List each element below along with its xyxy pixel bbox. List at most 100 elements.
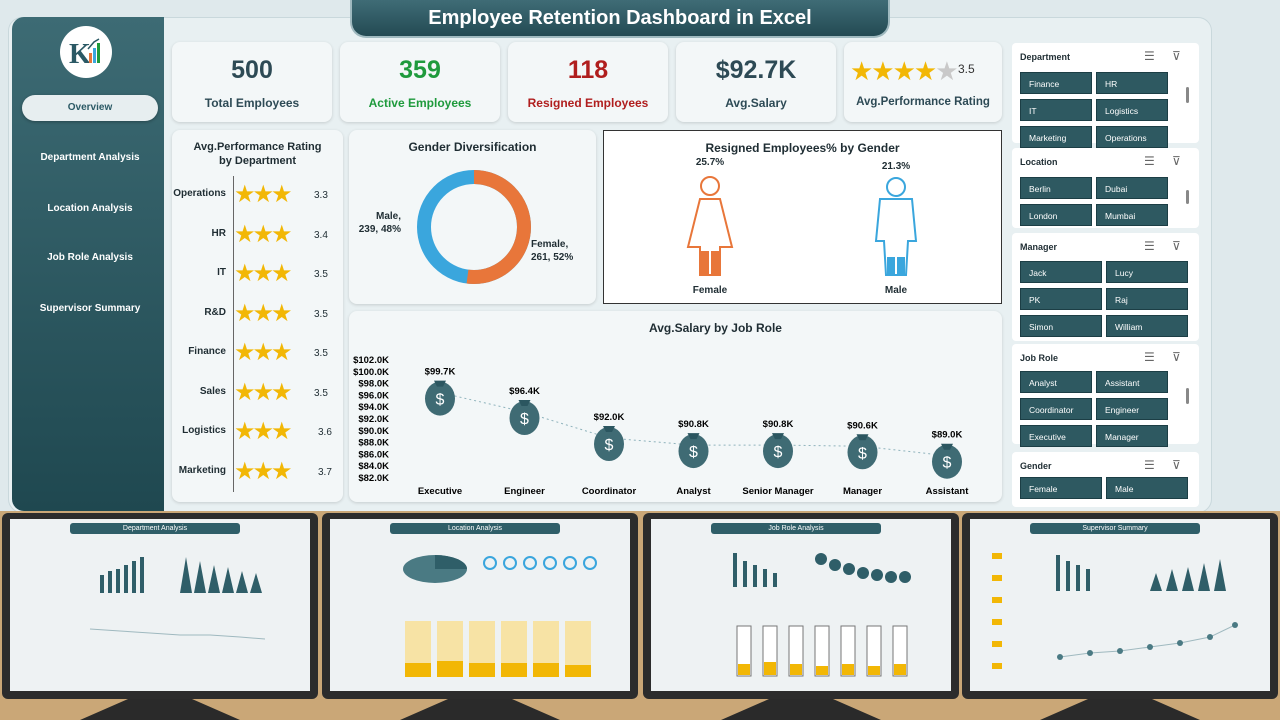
nav-department-analysis[interactable]: Department Analysis — [40, 152, 140, 163]
slicer-item[interactable]: Raj — [1106, 288, 1188, 310]
slicer-item[interactable]: Operations — [1096, 126, 1168, 148]
multi-select-icon[interactable]: ☰ — [1144, 239, 1155, 253]
multi-select-icon[interactable]: ☰ — [1144, 350, 1155, 364]
nav-supervisor-summary[interactable]: Supervisor Summary — [39, 303, 141, 314]
salary-plot: $102.0K$100.0K$98.0K$96.0K$94.0K$92.0K$9… — [353, 355, 970, 497]
nav-job-role-analysis[interactable]: Job Role Analysis — [47, 252, 133, 263]
slicer-item[interactable]: Simon — [1020, 315, 1102, 337]
rating-stars-icon: ★★★ — [234, 220, 293, 248]
money-bag-icon: $ — [847, 434, 878, 470]
data-label: $96.4K — [509, 386, 540, 397]
y-tick-label: $88.0K — [358, 438, 389, 449]
slicer-item[interactable]: Male — [1106, 477, 1188, 499]
x-category-label: Engineer — [504, 486, 545, 497]
slicer-scrollbar[interactable] — [1186, 87, 1189, 103]
slicer-title: Department — [1020, 52, 1071, 62]
slicer-item[interactable]: Logistics — [1096, 99, 1168, 121]
preview-monitor-4[interactable]: Supervisor Summary — [962, 513, 1278, 699]
resigned-by-gender-chart: Resigned Employees% by Gender 25.7% 21.3… — [603, 130, 1002, 304]
slicer-item[interactable]: Dubai — [1096, 177, 1168, 199]
slicer-item[interactable]: IT — [1020, 99, 1092, 121]
rating-value: 3.7 — [318, 466, 332, 478]
svg-text:$: $ — [436, 392, 445, 409]
y-tick-label: $82.0K — [358, 473, 389, 484]
slicer-item[interactable]: Engineer — [1096, 398, 1168, 420]
preview-title: Job Role Analysis — [711, 523, 881, 534]
kpi-resigned-employees: 118 Resigned Employees — [508, 42, 668, 122]
preview-bars — [100, 557, 262, 593]
rating-value: 3.6 — [318, 427, 332, 438]
data-label: $92.0K — [594, 412, 625, 423]
slicer-scrollbar[interactable] — [1186, 190, 1189, 204]
x-category-label: Senior Manager — [742, 486, 814, 497]
rating-stars-icon: ★★★ — [234, 418, 293, 445]
rating-stars-icon: ★★★ — [234, 299, 293, 327]
data-label: $89.0K — [932, 430, 963, 441]
female-data-label: Female, 261, 52% — [531, 239, 574, 263]
preview-bars — [733, 553, 911, 587]
svg-text:$: $ — [520, 411, 529, 428]
svg-text:$: $ — [774, 444, 783, 461]
preview-title: Department Analysis — [70, 523, 240, 534]
slicer-item[interactable]: Executive — [1020, 425, 1092, 447]
slicer-scrollbar[interactable] — [1186, 388, 1189, 404]
slicer-item[interactable]: Jack — [1020, 261, 1102, 283]
preview-monitor-1[interactable]: Department Analysis — [2, 513, 318, 699]
svg-text:$: $ — [858, 445, 867, 462]
slicer-item[interactable]: Berlin — [1020, 177, 1092, 199]
department-label: Finance — [188, 346, 226, 357]
y-tick-label: $92.0K — [358, 414, 389, 425]
nav-location-analysis[interactable]: Location Analysis — [47, 203, 133, 214]
preview-bars — [405, 621, 591, 677]
slicer-item[interactable]: HR — [1096, 72, 1168, 94]
slicer-item[interactable]: Coordinator — [1020, 398, 1092, 420]
multi-select-icon[interactable]: ☰ — [1144, 49, 1155, 63]
clear-filter-icon[interactable]: ⊽ — [1172, 239, 1181, 253]
multi-select-icon[interactable]: ☰ — [1144, 154, 1155, 168]
clear-filter-icon[interactable]: ⊽ — [1172, 154, 1181, 168]
department-label: HR — [211, 227, 226, 239]
clear-filter-icon[interactable]: ⊽ — [1172, 458, 1181, 472]
slicer-item[interactable]: Female — [1020, 477, 1102, 499]
slicer-item[interactable]: Mumbai — [1096, 204, 1168, 226]
rating-value: 3.5 — [314, 348, 328, 359]
department-label: Sales — [199, 385, 226, 397]
nav-overview[interactable]: Overview — [22, 95, 158, 121]
slicer-item[interactable]: Manager — [1096, 425, 1168, 447]
slicer-item[interactable]: PK — [1020, 288, 1102, 310]
slicer-item[interactable]: London — [1020, 204, 1092, 226]
money-bag-icon: $ — [594, 426, 624, 461]
clear-filter-icon[interactable]: ⊽ — [1172, 49, 1181, 63]
kpi-active-employees: 359 Active Employees — [340, 42, 500, 122]
kpi-value: 3.5 — [958, 62, 975, 76]
y-tick-label: $86.0K — [358, 449, 389, 460]
female-figure-icon — [686, 176, 734, 276]
department-label: IT — [217, 267, 226, 278]
monitor-stand — [1040, 699, 1200, 720]
rating-by-department-chart: Avg.Performance Rating by Department Ope… — [172, 130, 343, 502]
kpi-label: Active Employees — [368, 96, 472, 110]
data-label: $90.8K — [763, 419, 794, 430]
slicer-item[interactable]: Assistant — [1096, 371, 1168, 393]
preview-gauges — [992, 553, 1002, 669]
slicer-item[interactable]: Lucy — [1106, 261, 1188, 283]
kpi-label: Resigned Employees — [527, 96, 649, 110]
data-label: $90.8K — [678, 419, 709, 430]
x-category-label: Assistant — [926, 486, 970, 497]
slicer-item[interactable]: William — [1106, 315, 1188, 337]
multi-select-icon[interactable]: ☰ — [1144, 458, 1155, 472]
preview-screen: Supervisor Summary — [970, 519, 1270, 691]
y-tick-label: $98.0K — [358, 379, 389, 390]
slicer-item[interactable]: Marketing — [1020, 126, 1092, 148]
page-title: Employee Retention Dashboard in Excel — [350, 0, 890, 38]
kpi-value: 500 — [231, 56, 273, 84]
slicer-title: Job Role — [1020, 353, 1059, 363]
slicer-item[interactable]: Analyst — [1020, 371, 1092, 393]
data-label: $99.7K — [425, 367, 456, 378]
slicer-item[interactable]: Finance — [1020, 72, 1092, 94]
rating-stars-icon: ★★★ — [234, 457, 293, 485]
preview-monitor-2[interactable]: Location Analysis — [322, 513, 638, 699]
preview-monitor-3[interactable]: Job Role Analysis — [643, 513, 959, 699]
preview-line — [89, 628, 266, 640]
clear-filter-icon[interactable]: ⊽ — [1172, 350, 1181, 364]
